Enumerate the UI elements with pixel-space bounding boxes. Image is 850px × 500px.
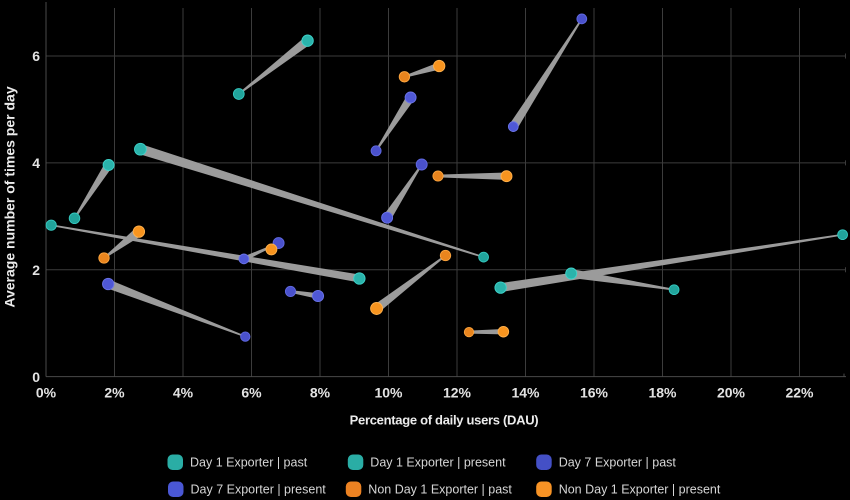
svg-text:14%: 14% <box>511 384 540 400</box>
svg-text:0%: 0% <box>36 384 57 400</box>
svg-text:6: 6 <box>32 48 40 64</box>
svg-text:Non Day 1 Exporter | past: Non Day 1 Exporter | past <box>368 483 512 497</box>
svg-text:4: 4 <box>32 155 40 171</box>
svg-text:22%: 22% <box>785 384 814 400</box>
svg-text:2%: 2% <box>104 384 125 400</box>
svg-text:2: 2 <box>32 262 40 278</box>
svg-text:Day 7 Exporter | present: Day 7 Exporter | present <box>191 483 327 497</box>
svg-text:20%: 20% <box>717 384 746 400</box>
svg-text:8%: 8% <box>310 384 331 400</box>
svg-text:6%: 6% <box>241 384 262 400</box>
svg-text:Day 1 Exporter | present: Day 1 Exporter | present <box>370 456 506 470</box>
svg-text:Non Day 1 Exporter | present: Non Day 1 Exporter | present <box>559 483 721 497</box>
svg-text:Day 1 Exporter | past: Day 1 Exporter | past <box>190 456 308 470</box>
svg-text:Average number of times per da: Average number of times per day <box>2 86 18 307</box>
svg-text:16%: 16% <box>580 384 609 400</box>
svg-text:Day 7 Exporter | past: Day 7 Exporter | past <box>559 456 677 470</box>
svg-text:10%: 10% <box>374 384 403 400</box>
svg-text:0: 0 <box>32 369 40 385</box>
svg-text:18%: 18% <box>648 384 677 400</box>
svg-text:12%: 12% <box>443 384 472 400</box>
svg-text:4%: 4% <box>173 384 194 400</box>
svg-text:Percentage of daily users (DAU: Percentage of daily users (DAU) <box>350 413 539 428</box>
